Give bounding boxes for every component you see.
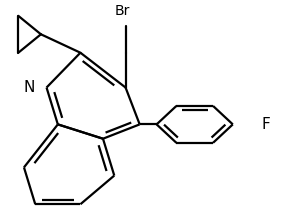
Text: N: N <box>24 80 35 95</box>
Text: F: F <box>261 117 270 132</box>
Text: Br: Br <box>114 4 130 18</box>
